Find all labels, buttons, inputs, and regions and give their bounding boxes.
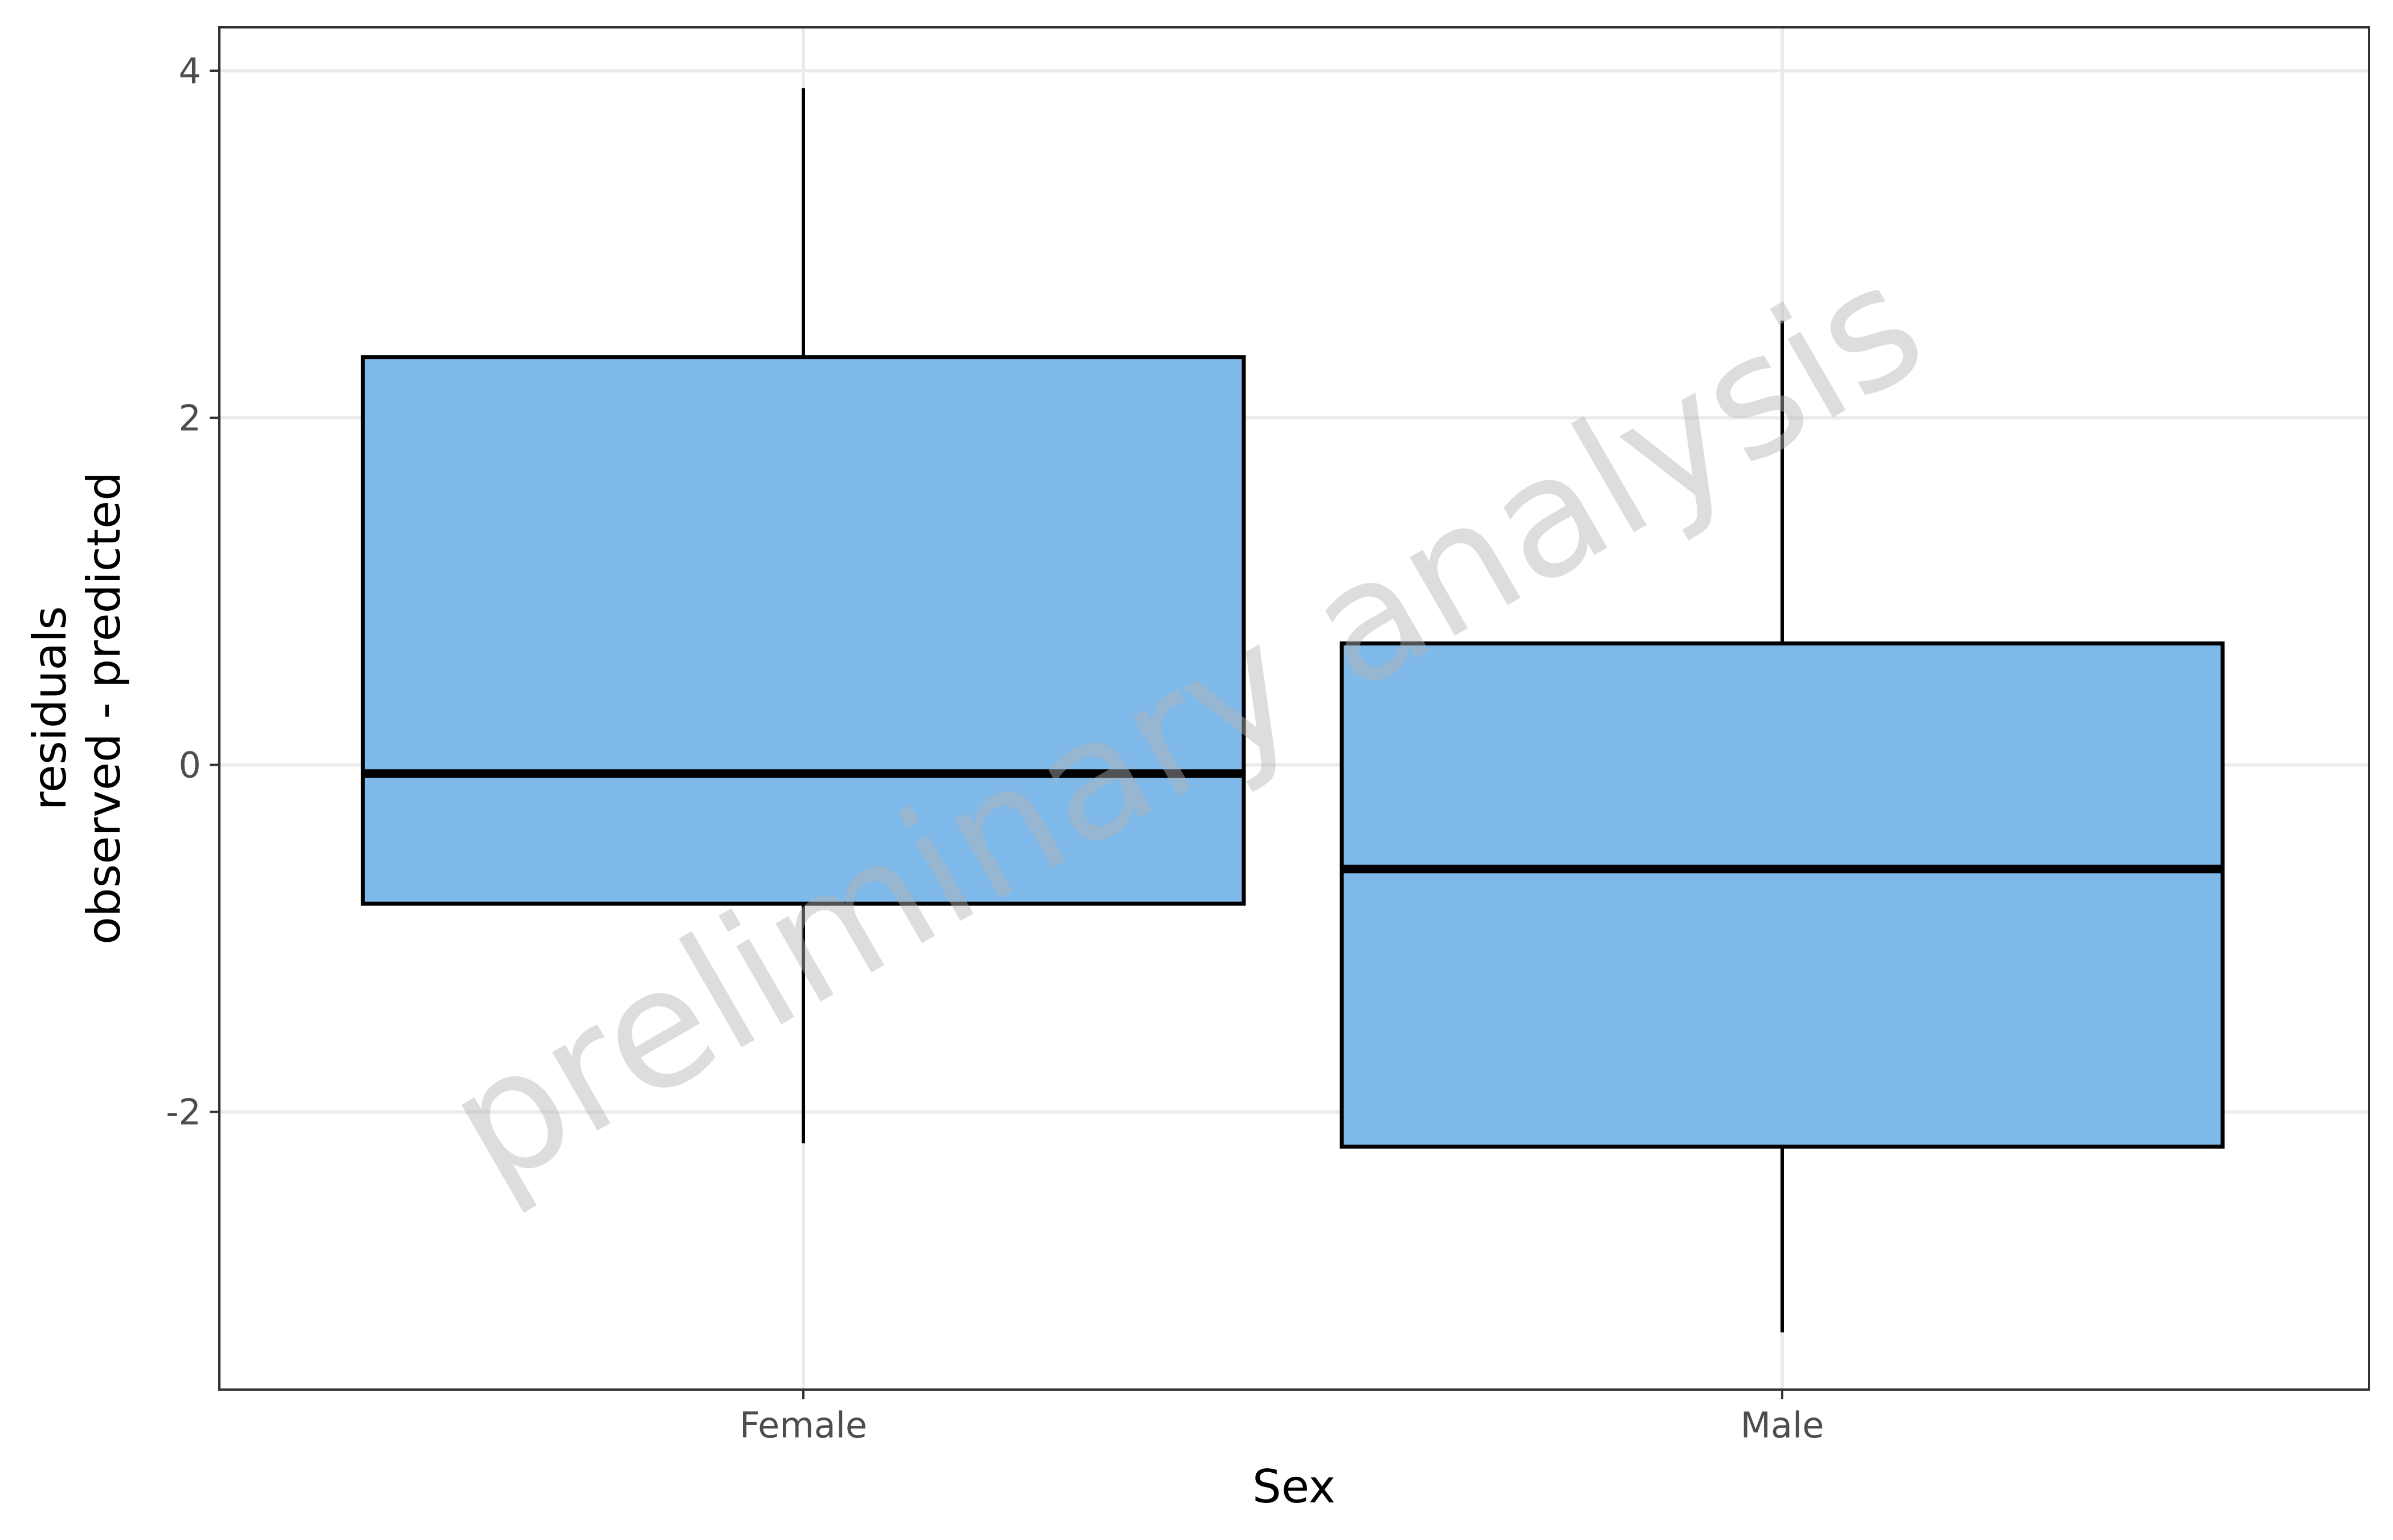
box-female	[361, 88, 1246, 1143]
iqr-box	[1340, 641, 2225, 1149]
y-tick-label: 4	[179, 50, 201, 92]
iqr-box	[361, 355, 1246, 906]
y-axis-title-line-1: residuals	[23, 606, 76, 811]
x-tick-label: Female	[740, 1404, 867, 1446]
panel-border	[218, 26, 2370, 1391]
axis-ticks: -2 0 2 4 Female Male	[166, 50, 1824, 1446]
y-tick-label: -2	[166, 1092, 201, 1133]
y-axis-title: residuals observed - predicted	[23, 472, 130, 945]
x-tick-label: Male	[1741, 1404, 1824, 1446]
box-male	[1340, 320, 2225, 1333]
boxes	[361, 88, 2225, 1333]
y-axis-title-line-2: observed - predicted	[77, 472, 130, 945]
x-axis-title: Sex	[1252, 1460, 1336, 1513]
y-tick-label: 0	[179, 744, 201, 786]
y-tick-label: 2	[179, 397, 201, 439]
